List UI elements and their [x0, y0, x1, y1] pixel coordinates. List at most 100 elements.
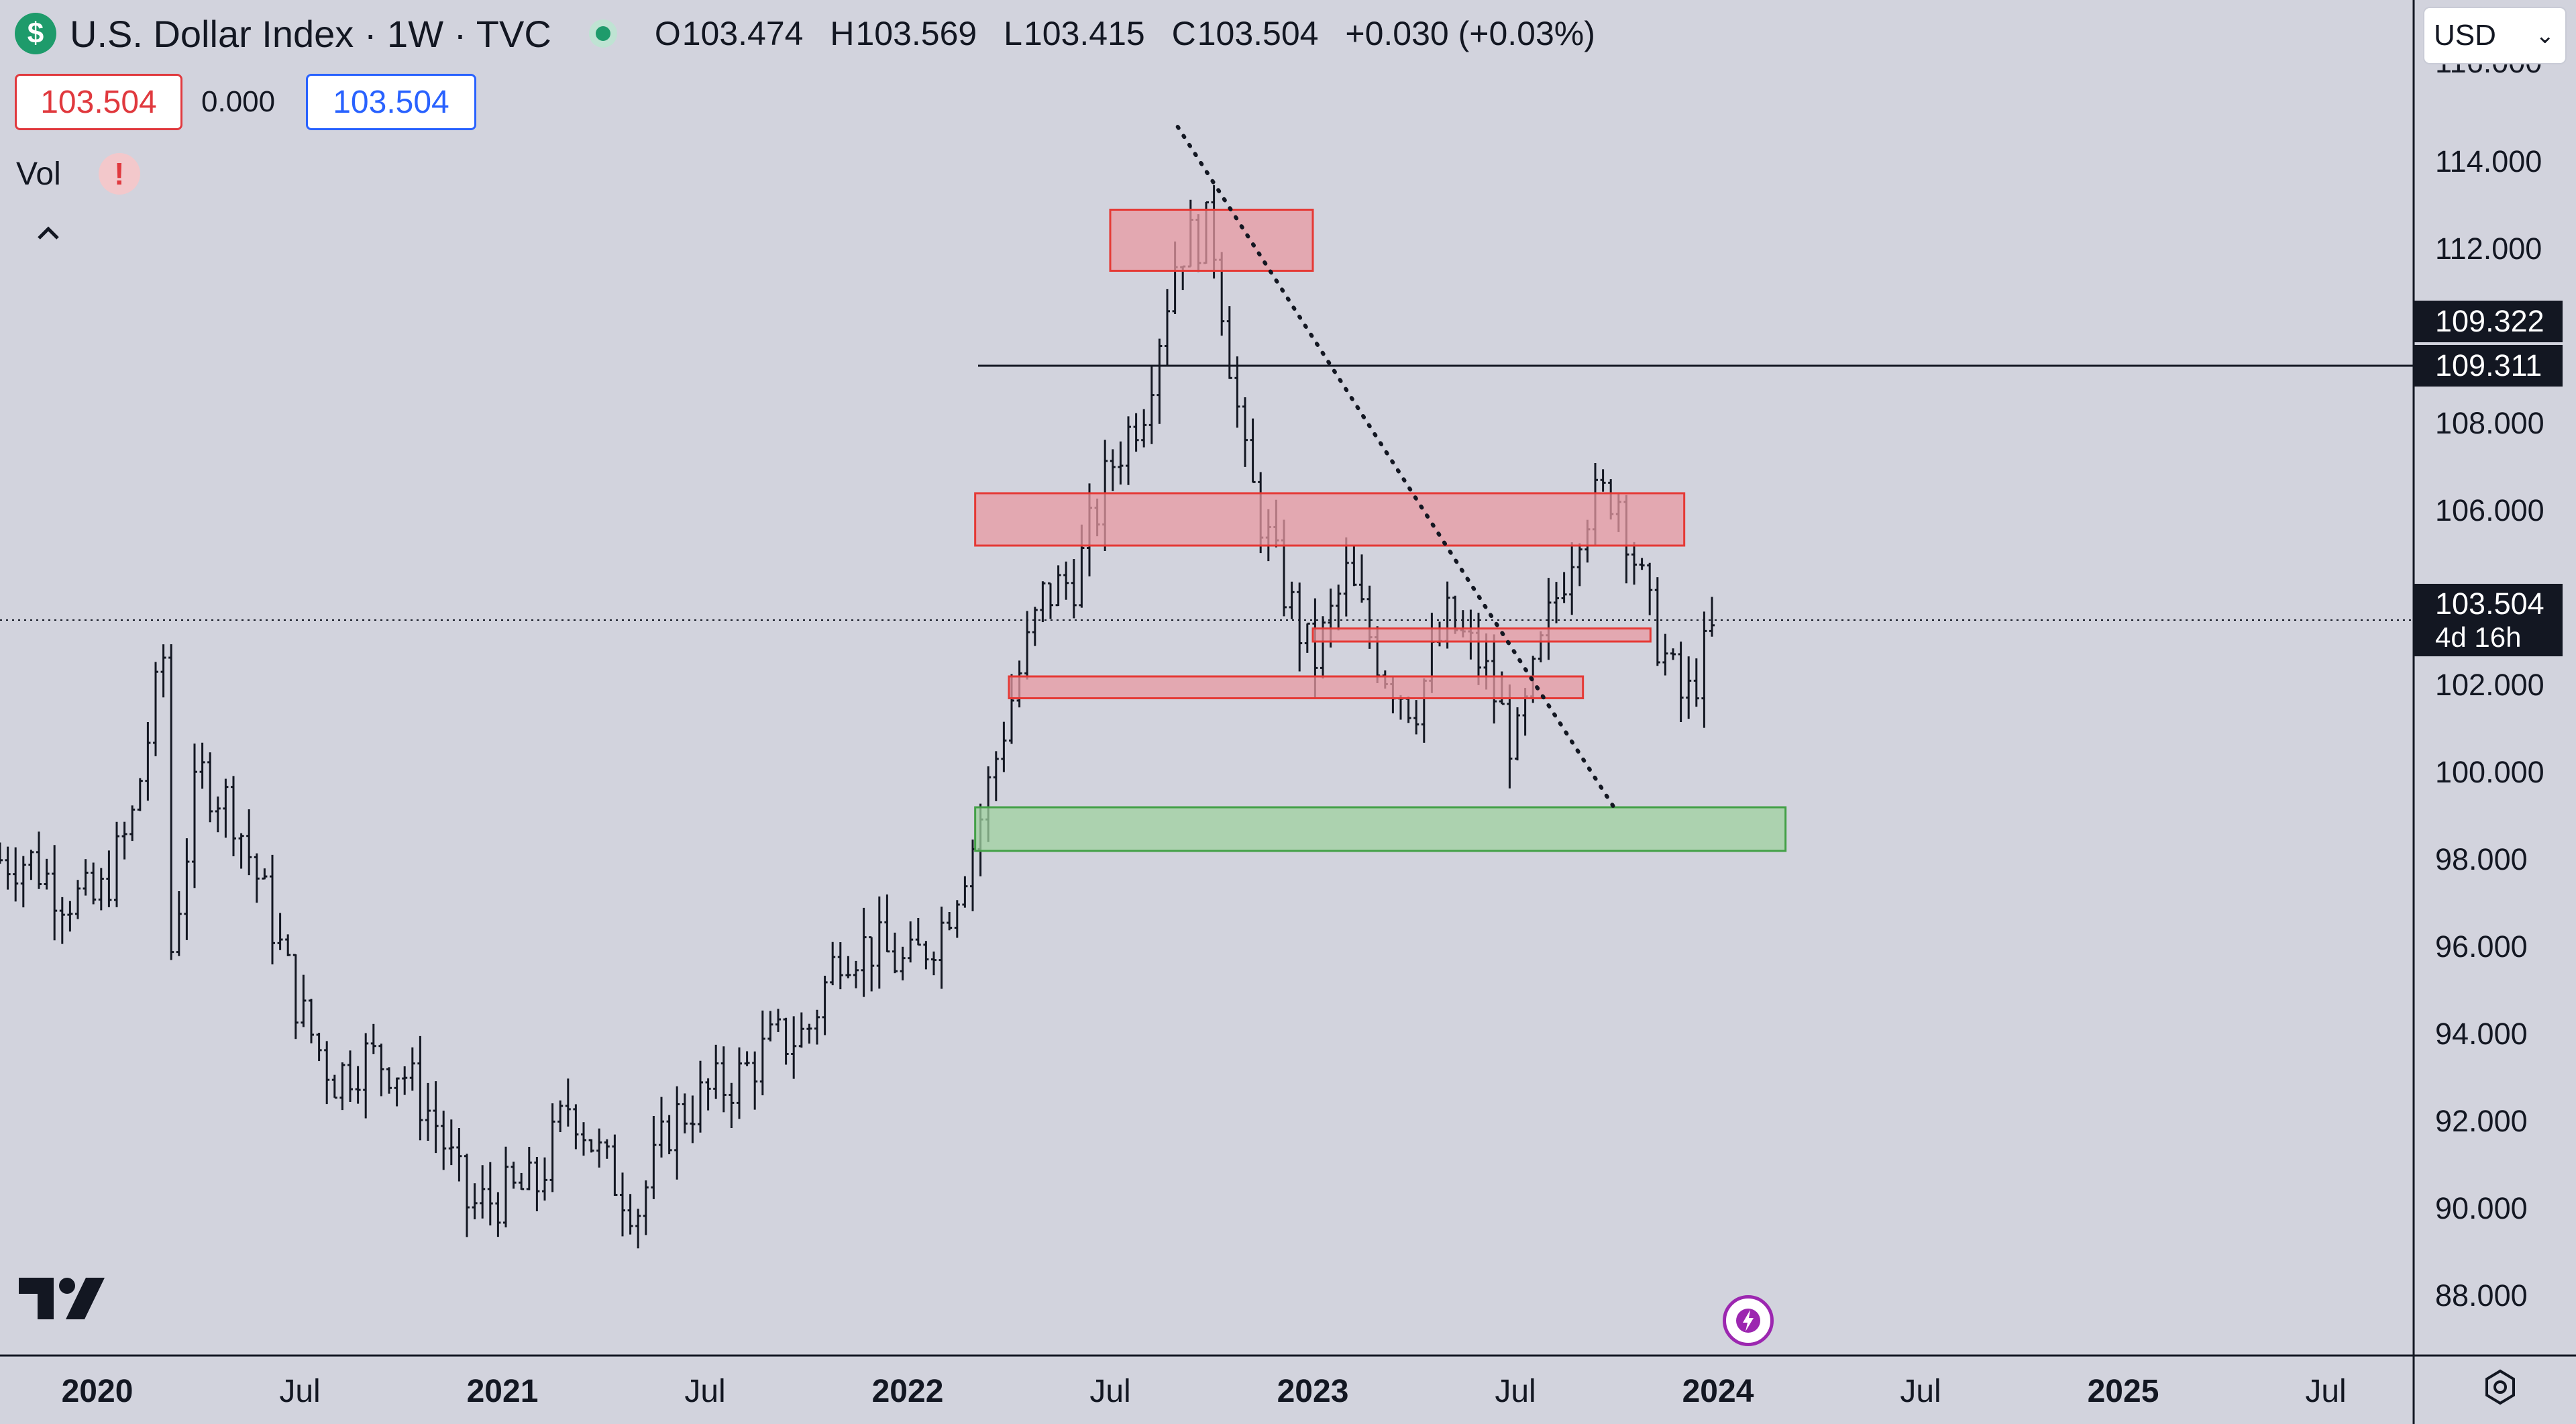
time-tick-label: 2024 — [1682, 1374, 1754, 1409]
tradingview-logo-icon[interactable] — [19, 1275, 106, 1325]
ohlc-bar — [596, 1128, 602, 1168]
price-tick-label: 98.000 — [2435, 842, 2528, 876]
ohlc-bar — [1701, 611, 1707, 728]
ohlc-bar — [993, 751, 999, 801]
ohlc-bar — [775, 1009, 781, 1032]
ohlc-bar — [5, 846, 11, 890]
ohlc-bar — [1662, 633, 1668, 676]
time-tick-label: Jul — [1495, 1374, 1536, 1409]
ohlc-bar — [1670, 648, 1676, 660]
ohlc-bar — [744, 1051, 750, 1066]
resistance-zone[interactable] — [1311, 627, 1652, 643]
ohlc-bar — [495, 1192, 501, 1237]
price-tick-label: 100.000 — [2435, 755, 2544, 789]
time-tick-label: 2023 — [1277, 1374, 1349, 1409]
ohlc-bar — [588, 1139, 594, 1153]
ohlc-bar — [285, 934, 291, 956]
price-tick-label: 106.000 — [2435, 493, 2544, 527]
ohlc-bar — [1647, 562, 1653, 615]
ohlc-bar — [1032, 607, 1038, 646]
ohlc-bar — [83, 859, 89, 896]
ohlc-bar — [1678, 642, 1684, 723]
ohlc-bar — [503, 1146, 508, 1227]
ohlc-bar — [207, 752, 213, 823]
currency-select[interactable]: USD ⌄ — [2423, 7, 2567, 64]
ohlc-bar — [1631, 542, 1637, 585]
ohlc-bar — [876, 896, 882, 989]
lightning-icon[interactable] — [1723, 1295, 1774, 1346]
ohlc-bar — [798, 1012, 804, 1048]
open-label: O — [654, 15, 681, 52]
sell-button[interactable]: 103.504 — [15, 74, 182, 130]
ohlc-bar — [1343, 537, 1349, 617]
ohlc-bar — [565, 1078, 571, 1127]
ohlc-bar — [370, 1023, 376, 1054]
ohlc-bar — [262, 868, 268, 880]
ohlc-bar — [767, 1011, 773, 1041]
settings-icon[interactable] — [2479, 1366, 2521, 1408]
spread-value: 0.000 — [201, 85, 276, 118]
warning-icon[interactable]: ! — [98, 153, 140, 195]
ohlc-bar — [1561, 572, 1567, 603]
ohlc-bar — [674, 1086, 680, 1180]
resistance-zone[interactable] — [1008, 675, 1585, 699]
ohlc-bar — [853, 960, 859, 988]
ohlc-bar — [331, 1074, 337, 1099]
chart-header: $ U.S. Dollar Index · 1W · TVC O103.474 … — [15, 7, 1595, 60]
ohlc-bar — [542, 1157, 547, 1201]
ohlc-bar — [487, 1162, 493, 1226]
ohlc-bar — [806, 1023, 812, 1044]
ohlc-bar — [1040, 581, 1046, 623]
ohlc-bar — [1297, 582, 1303, 672]
collapse-legend-button[interactable] — [35, 216, 62, 250]
resistance-zone[interactable] — [974, 492, 1686, 547]
ohlc-bar — [137, 778, 143, 811]
support-zone[interactable] — [974, 806, 1787, 852]
ohlc-bar — [386, 1067, 392, 1094]
ohlc-bar — [635, 1209, 641, 1249]
ohlc-bar — [729, 1082, 735, 1129]
ohlc-bar — [184, 838, 190, 940]
ohlc-bar — [456, 1128, 462, 1182]
ohlc-bar — [1048, 582, 1053, 619]
ohlc-bar — [238, 833, 244, 869]
current-price-tag: 103.504 4d 16h — [2414, 584, 2563, 656]
ohlc-bar — [417, 1035, 423, 1141]
trend-line[interactable] — [1175, 125, 1619, 814]
ohlc-bar — [433, 1081, 439, 1154]
ohlc-bar — [737, 1047, 742, 1119]
volume-indicator[interactable]: Vol ! — [16, 153, 140, 195]
line-price-tag-2: 109.311 — [2414, 345, 2563, 387]
ohlc-bar — [759, 1010, 765, 1096]
ohlc-bar — [1554, 582, 1559, 623]
ohlc-bar — [884, 894, 890, 953]
ohlc-bar — [309, 999, 314, 1044]
ohlc-bar — [199, 742, 205, 789]
symbol-title[interactable]: U.S. Dollar Index · 1W · TVC — [70, 12, 551, 55]
ohlc-bar — [1359, 554, 1364, 603]
ohlc-bar — [931, 951, 936, 976]
dollar-icon[interactable]: $ — [15, 13, 56, 54]
price-tick-label: 114.000 — [2435, 144, 2542, 179]
ohlc-bar — [20, 856, 26, 908]
close-label: C — [1171, 15, 1196, 52]
ohlc-bar — [91, 862, 97, 905]
ohlc-bar — [316, 1033, 322, 1062]
ohlc-bar — [705, 1078, 711, 1111]
zones — [974, 209, 1787, 852]
ohlc-bar — [900, 946, 906, 980]
time-tick-label: 2022 — [871, 1374, 944, 1409]
time-tick-label: Jul — [684, 1374, 726, 1409]
ohlc-bar — [1351, 544, 1357, 587]
ohlc-bar — [1141, 409, 1147, 448]
ohlc-bar — [1709, 597, 1715, 637]
ohlc-bar — [44, 858, 50, 890]
time-tick-label: Jul — [2305, 1374, 2347, 1409]
resistance-zone[interactable] — [1109, 209, 1314, 272]
low-label: L — [1004, 15, 1022, 52]
ohlc-bar — [1165, 289, 1170, 366]
ohlc-bar — [1063, 561, 1069, 600]
ohlc-bar — [28, 850, 34, 880]
buy-button[interactable]: 103.504 — [306, 74, 476, 130]
